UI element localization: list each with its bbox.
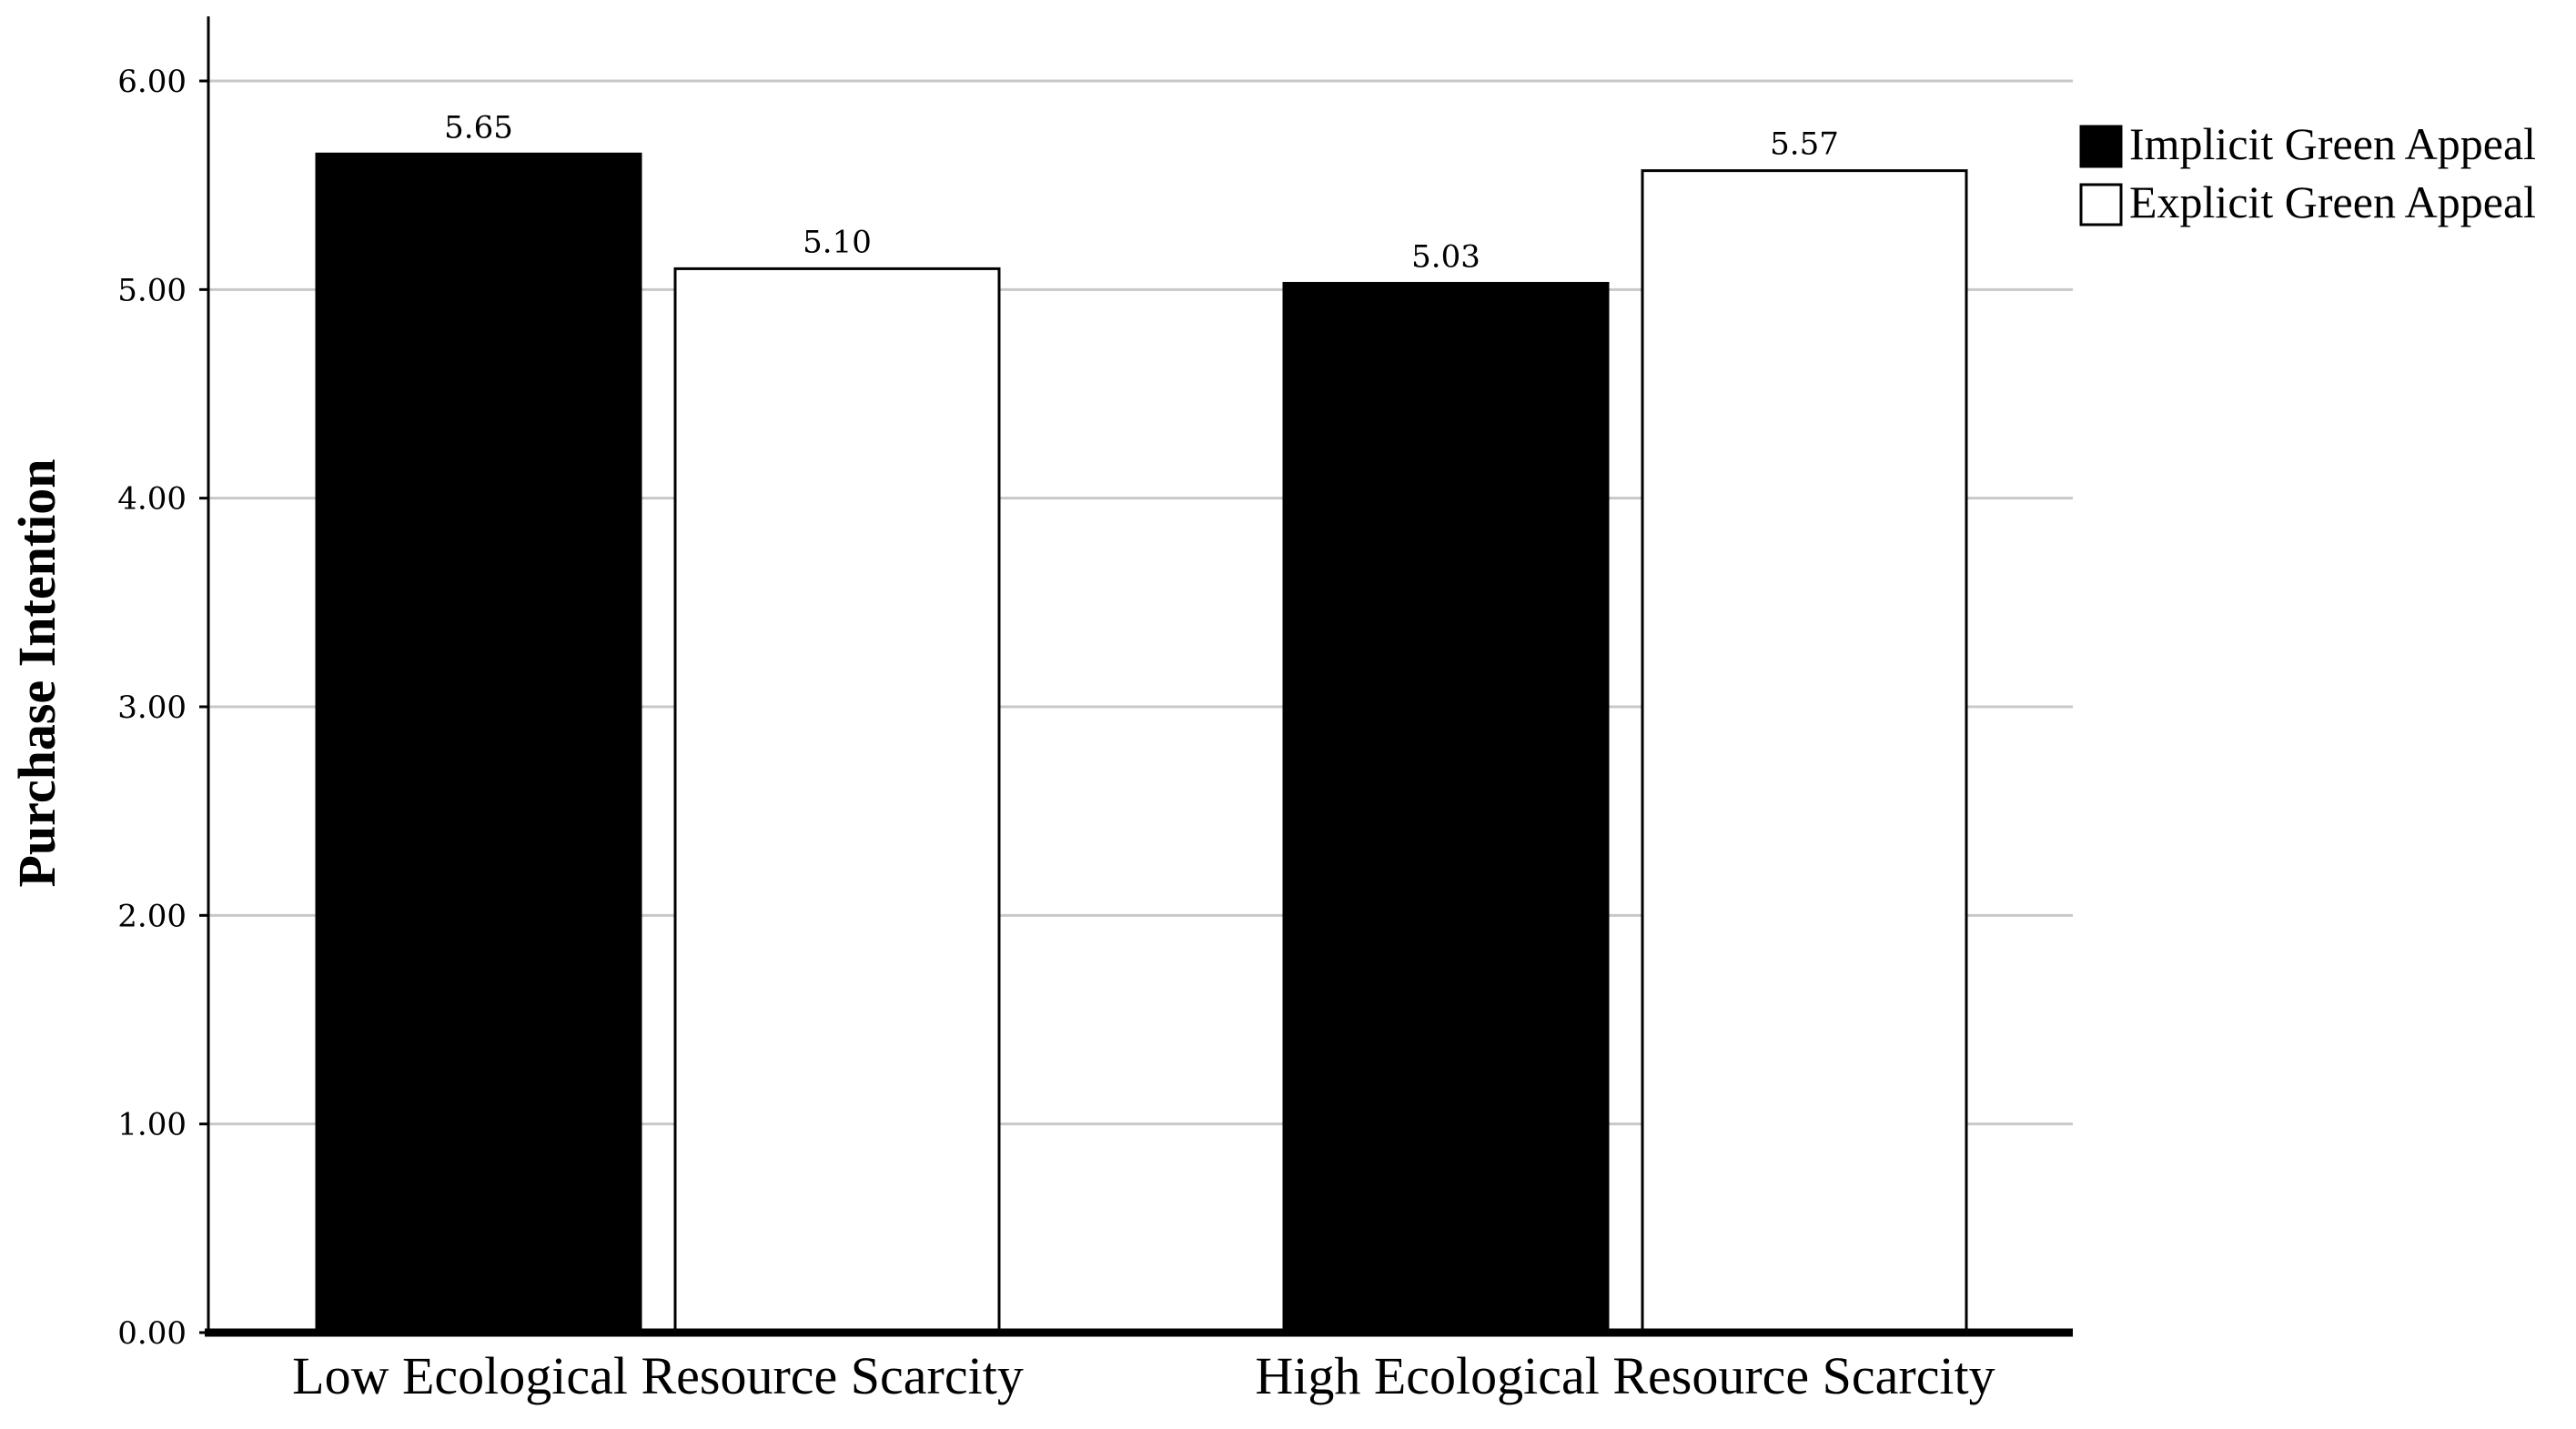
axes [205,16,2073,1337]
category-label-low: Low Ecological Resource Scarcity [292,1346,1024,1405]
data-label-explicit-high: 5.57 [1770,126,1839,163]
data-label-implicit-high: 5.03 [1411,238,1480,275]
y-tick-label-2: 2.00 [117,898,187,934]
y-tick-labels: 0.00 1.00 2.00 3.00 4.00 5.00 6.00 [117,64,208,1352]
y-tick-label-4: 4.00 [117,481,187,518]
data-label-explicit-low: 5.10 [803,224,872,260]
bar-implicit-high [1282,281,1610,1334]
y-tick-label-3: 3.00 [117,689,187,726]
bar-implicit-low [315,152,642,1334]
category-label-high: High Ecological Resource Scarcity [1255,1346,1995,1405]
data-labels: 5.65 5.10 5.03 5.57 [444,109,1839,275]
legend-label-explicit: Explicit Green Appeal [2129,176,2536,227]
legend: Implicit Green Appeal Explicit Green Appe… [2079,118,2536,227]
y-axis-title: Purchase Intention [7,458,66,887]
legend-swatch-implicit [2079,125,2123,168]
bar-explicit-low [673,267,1001,1334]
y-tick-label-0: 0.00 [117,1315,187,1352]
legend-label-implicit: Implicit Green Appeal [2129,118,2536,169]
bar-explicit-high [1641,169,1968,1334]
data-label-implicit-low: 5.65 [444,109,513,146]
y-tick-label-6: 6.00 [117,64,187,100]
legend-swatch-explicit [2079,183,2123,226]
y-tick-label-5: 5.00 [117,272,187,308]
bars [315,152,1968,1334]
y-tick-label-1: 1.00 [117,1107,187,1143]
category-labels: Low Ecological Resource Scarcity High Eco… [292,1346,1995,1405]
